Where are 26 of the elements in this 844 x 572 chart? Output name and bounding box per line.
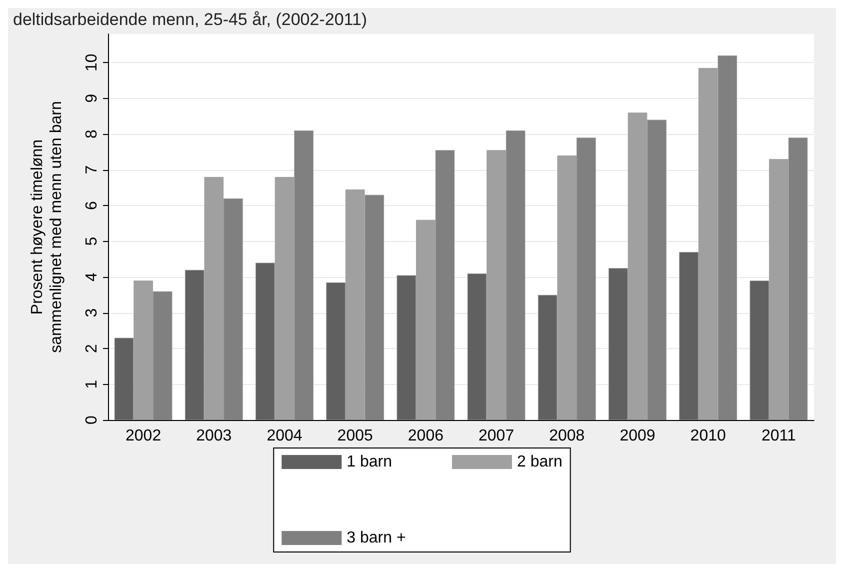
y-tick-label: 2 (84, 344, 100, 353)
x-tick-label: 2005 (337, 428, 373, 444)
x-tick-label: 2007 (478, 428, 514, 444)
y-tick-label: 10 (84, 54, 100, 72)
x-tick-label: 2002 (126, 428, 162, 444)
y-tick-label: 1 (84, 380, 100, 389)
y-tick-label: 3 (84, 308, 100, 318)
x-tick-label: 2011 (761, 428, 796, 444)
y-tick-label: 0 (84, 415, 100, 424)
y-tick-label: 6 (84, 201, 100, 210)
x-tick-label: 2004 (266, 428, 302, 444)
chart-title: deltidsarbeidende menn, 25-45 år, (2002-2011) (13, 10, 368, 29)
y-tick-label: 4 (84, 272, 100, 282)
legend-label: 2 barn (517, 454, 562, 470)
legend-label: 1 barn (346, 454, 392, 470)
legend-label: 3 barn + (346, 530, 406, 546)
y-tick-label: 7 (84, 165, 100, 174)
x-tick-label: 2003 (196, 428, 232, 444)
x-tick-label: 2008 (549, 428, 585, 444)
y-tick-label: 9 (84, 94, 100, 103)
y-tick-label: 5 (84, 236, 100, 246)
x-tick-label: 2009 (620, 428, 656, 444)
x-tick-label: 2010 (690, 428, 726, 444)
y-tick-label: 8 (84, 130, 100, 139)
y-axis-title: Prosent høyere timelønn sammenlignet med menn uten barn (29, 101, 65, 353)
x-tick-label: 2006 (408, 428, 444, 444)
